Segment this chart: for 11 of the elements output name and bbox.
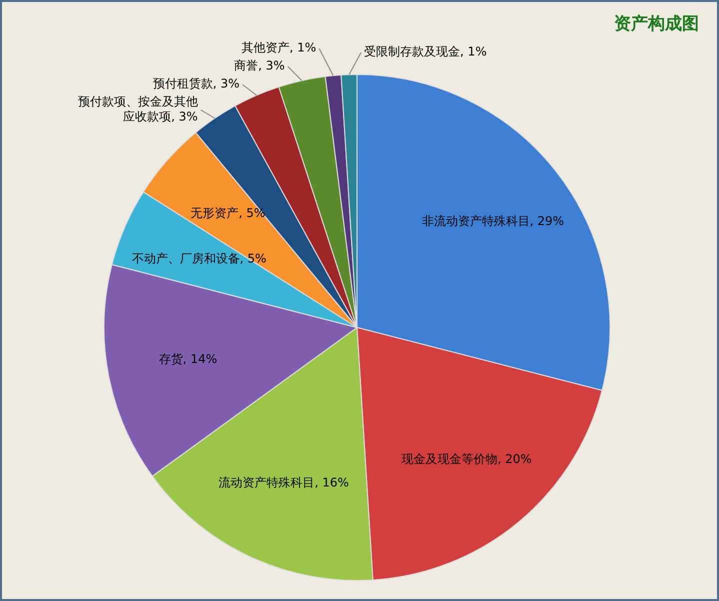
slice-label: 现金及现金等价物, 20%	[402, 452, 532, 466]
slice-label: 其他资产, 1%	[242, 40, 316, 55]
slice-label: 非流动资产特殊科目, 29%	[422, 214, 564, 228]
slice-label: 受限制存款及现金, 1%	[364, 44, 487, 59]
slice-label: 预付租赁款, 3%	[152, 76, 240, 91]
slice-label: 不动产、厂房和设备, 5%	[132, 251, 266, 266]
slice-label: 流动资产特殊科目, 16%	[218, 475, 349, 490]
text: 资产构成图	[614, 13, 699, 35]
slice-label: 商誉, 3%	[234, 58, 285, 73]
slice-label: 存货, 14%	[158, 352, 218, 366]
slice-label: 预付款项、按金及其他应收款项, 3%	[78, 94, 198, 124]
